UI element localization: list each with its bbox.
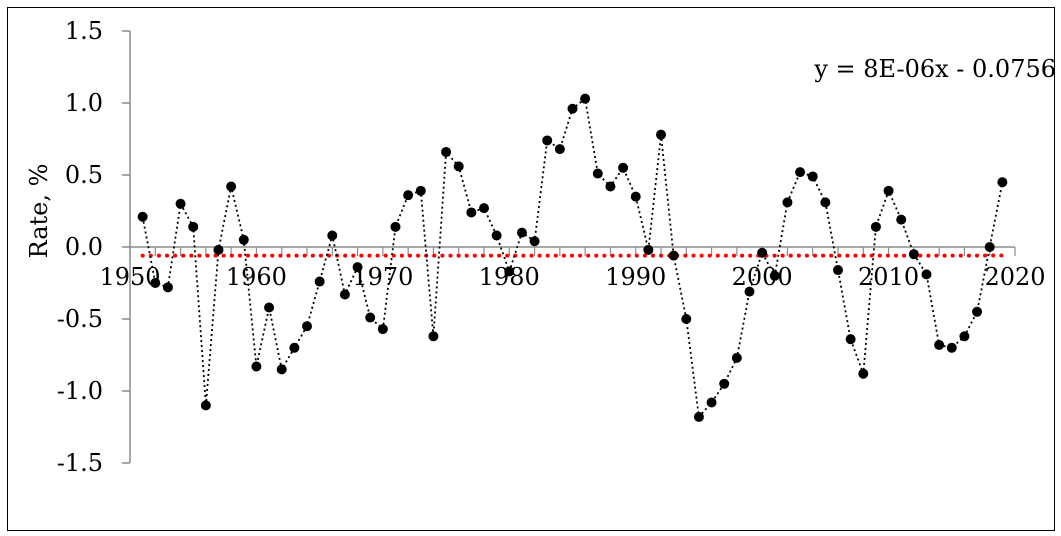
data-point — [314, 276, 325, 287]
data-point — [453, 161, 464, 172]
data-point — [681, 314, 692, 324]
y-tick-label: -1.5 — [57, 449, 103, 477]
data-point — [845, 334, 856, 345]
data-point — [605, 181, 616, 192]
data-point — [529, 236, 540, 247]
x-tick-label: 1990 — [605, 263, 666, 291]
data-point — [365, 312, 376, 323]
data-point — [656, 129, 666, 140]
data-point — [693, 411, 704, 422]
data-point — [706, 397, 717, 408]
y-tick-label: 1.5 — [65, 17, 103, 45]
data-point — [188, 221, 199, 232]
data-point — [946, 342, 957, 353]
data-point — [870, 221, 881, 232]
data-point — [883, 185, 894, 196]
data-point — [580, 93, 591, 104]
data-point — [276, 364, 287, 375]
x-axis: 1950 1960 1970 1980 1990 2000 2010 2020 — [99, 246, 1046, 291]
data-point — [441, 146, 452, 157]
data-point — [352, 262, 363, 273]
data-point — [972, 306, 983, 317]
data-point — [403, 190, 414, 201]
data-point — [175, 198, 186, 209]
x-tick-label: 2000 — [732, 263, 793, 291]
data-point — [137, 211, 148, 222]
x-tick-label: 2010 — [858, 263, 919, 291]
data-point — [757, 247, 768, 258]
data-point — [264, 302, 275, 313]
data-point — [731, 352, 742, 363]
series-line — [141, 97, 1004, 419]
x-tick-label: 2020 — [984, 263, 1045, 291]
x-tick-label: 1950 — [99, 263, 160, 291]
data-point — [618, 162, 629, 173]
data-point — [769, 270, 780, 281]
y-tick-label: 1.0 — [65, 89, 103, 117]
data-point — [390, 221, 401, 232]
y-tick-label: 0.0 — [65, 233, 103, 261]
data-point — [289, 342, 300, 353]
data-point — [668, 250, 679, 261]
trendline-equation: y = 8E-06x - 0.0756 — [813, 55, 1056, 83]
data-point — [744, 286, 755, 297]
data-point — [377, 324, 388, 335]
data-point — [908, 249, 919, 260]
data-point — [795, 167, 806, 178]
data-point — [516, 227, 527, 238]
data-point — [921, 269, 932, 280]
data-point — [630, 191, 641, 202]
data-point — [542, 135, 553, 146]
data-point — [162, 282, 173, 293]
data-point — [807, 171, 818, 182]
series-group — [137, 93, 1008, 422]
data-point — [858, 368, 869, 379]
data-point — [251, 361, 262, 372]
y-tick-label: 0.5 — [65, 161, 103, 189]
data-point — [934, 339, 945, 350]
data-point — [592, 168, 603, 179]
y-axis-label: Rate, % — [25, 164, 53, 259]
data-point — [554, 144, 565, 155]
y-axis: 1.5 1.0 0.5 0.0 -0.5 -1.0 -1.5 — [57, 17, 131, 477]
y-tick-label: -0.5 — [57, 305, 103, 333]
data-point — [302, 321, 312, 332]
data-point — [327, 230, 338, 241]
data-point — [567, 103, 578, 114]
y-tick-label: -1.0 — [57, 377, 103, 405]
data-point — [415, 185, 426, 196]
chart-frame — [7, 7, 1055, 531]
data-point — [997, 177, 1008, 188]
data-point — [339, 289, 350, 300]
data-point — [428, 331, 439, 342]
data-point — [491, 230, 502, 241]
data-point — [213, 244, 224, 255]
x-tick-label: 1960 — [226, 263, 287, 291]
data-point — [833, 265, 843, 276]
data-point — [504, 266, 515, 277]
data-point — [643, 244, 654, 255]
data-point — [896, 214, 907, 225]
data-point — [238, 234, 249, 245]
data-point — [719, 378, 730, 389]
data-point — [226, 181, 237, 192]
data-point — [959, 331, 970, 342]
data-point — [984, 242, 995, 252]
data-point — [466, 207, 477, 218]
data-point — [150, 278, 161, 288]
data-point — [200, 400, 211, 411]
data-point — [820, 197, 831, 208]
data-point — [479, 203, 489, 214]
data-point — [782, 197, 793, 208]
